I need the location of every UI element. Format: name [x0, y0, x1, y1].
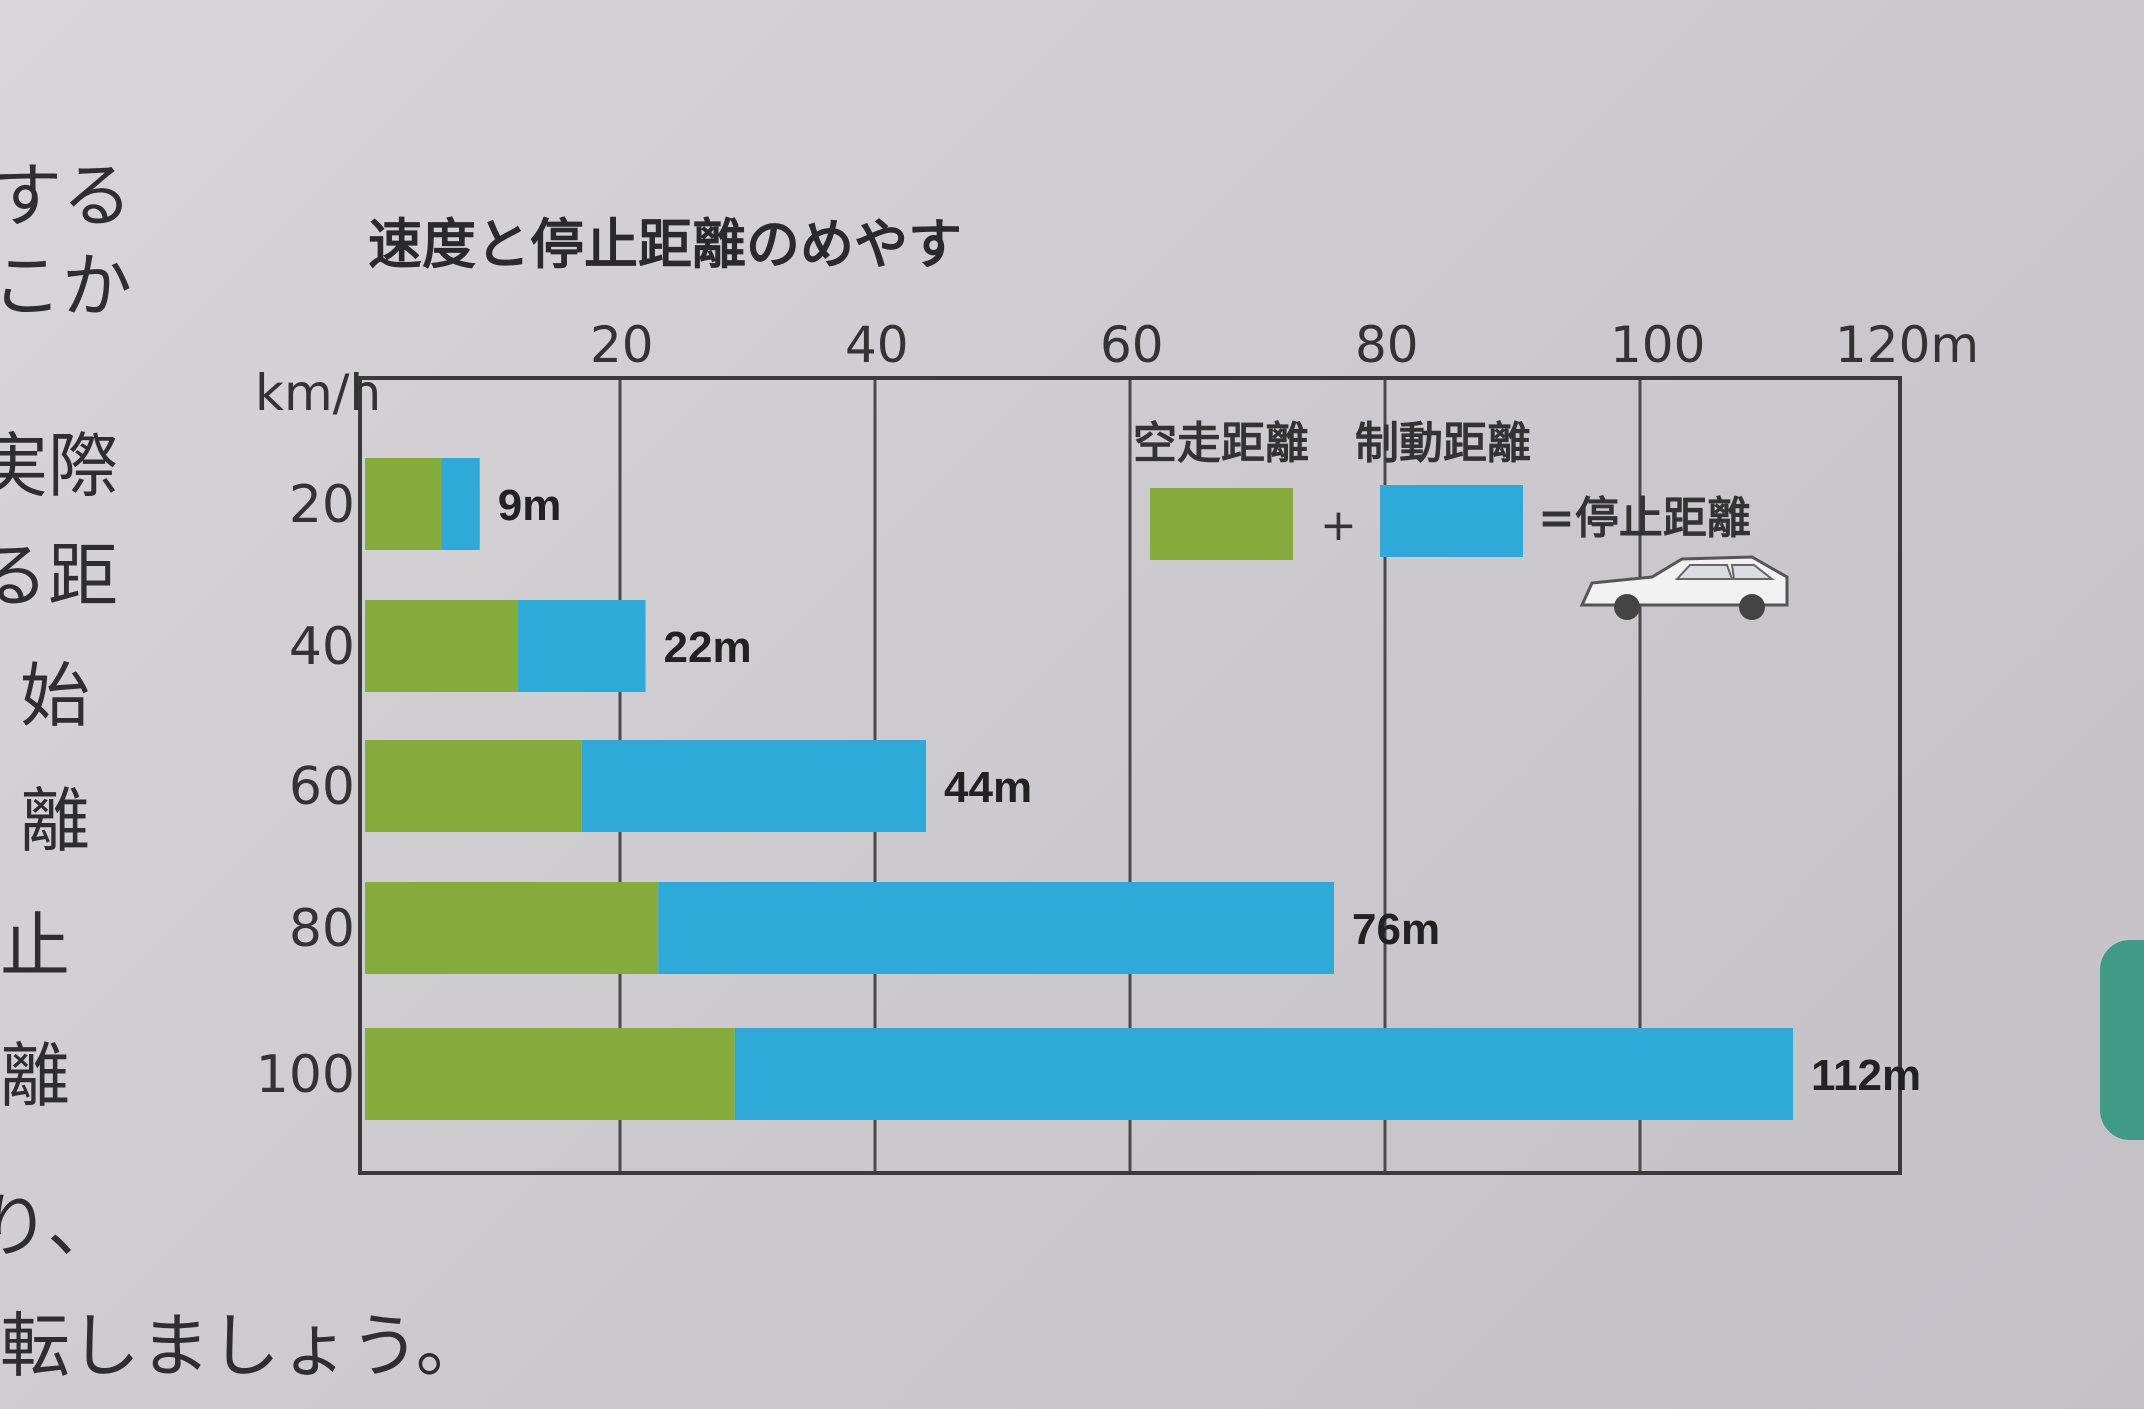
legend-result: =停止距離 — [1538, 493, 1751, 544]
legend-swatch-braking — [1380, 485, 1523, 557]
total-label: 112m — [1811, 1051, 1921, 1100]
total-label: 9m — [498, 481, 562, 530]
bars — [365, 458, 1793, 1120]
bar-braking — [581, 740, 926, 832]
x-tick-label: 100 — [1610, 316, 1705, 374]
legend-label-braking: 制動距離 — [1355, 418, 1531, 469]
legend: 空走距離 制動距離 + =停止距離 — [1133, 418, 1789, 620]
side-text-line: こか — [0, 245, 132, 327]
side-text-line: る距 — [0, 535, 118, 617]
side-text-line: り、 — [0, 1185, 118, 1267]
legend-swatch-free-running — [1150, 488, 1293, 560]
category-label: 80 — [289, 899, 355, 959]
bar-free-running — [365, 882, 659, 974]
x-tick-label: 120m — [1835, 316, 1979, 374]
x-tick-label: 20 — [590, 316, 654, 374]
x-tick-label: 60 — [1100, 316, 1164, 374]
side-text-line: する — [0, 155, 132, 237]
total-label: 44m — [944, 763, 1032, 812]
category-label: 20 — [289, 475, 355, 535]
category-label: 100 — [256, 1045, 355, 1105]
x-tick-label: 80 — [1355, 316, 1419, 374]
side-text-line: 実際 — [0, 425, 118, 507]
bar-free-running — [365, 600, 518, 692]
bar-braking — [658, 882, 1334, 974]
side-text-line: 離 — [0, 1035, 70, 1117]
side-text-line: 始 — [20, 655, 90, 737]
bar-braking — [734, 1028, 1793, 1120]
footer-text: 転しましょう。 — [0, 1305, 486, 1387]
side-text-line: 止 — [0, 905, 70, 987]
bar-free-running — [365, 1028, 735, 1120]
total-label: 76m — [1352, 905, 1440, 954]
x-tick-label: 40 — [845, 316, 909, 374]
x-axis-ticks: 20 40 60 80 100 120m — [590, 316, 1979, 374]
category-label: 60 — [289, 757, 355, 817]
bar-braking — [518, 600, 646, 692]
labels: 20 9m 40 22m 60 44m 80 76m 100 112m — [256, 475, 1921, 1105]
legend-plus: + — [1320, 500, 1357, 551]
side-text-line: 離 — [20, 780, 90, 862]
y-axis-label: km/h — [255, 364, 381, 422]
chart-title: 速度と停止距離のめやす — [368, 213, 962, 276]
page-tab-decoration — [2100, 940, 2144, 1140]
car-icon — [1579, 555, 1789, 620]
bar-braking — [441, 458, 480, 550]
plot-frame — [358, 376, 1902, 1175]
total-label: 22m — [664, 623, 752, 672]
category-label: 40 — [289, 617, 355, 677]
legend-label-free-running: 空走距離 — [1133, 418, 1309, 469]
bar-free-running — [365, 740, 582, 832]
bar-free-running — [365, 458, 442, 550]
